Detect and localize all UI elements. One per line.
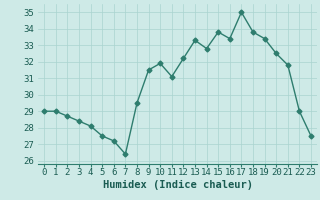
X-axis label: Humidex (Indice chaleur): Humidex (Indice chaleur) — [103, 180, 252, 190]
